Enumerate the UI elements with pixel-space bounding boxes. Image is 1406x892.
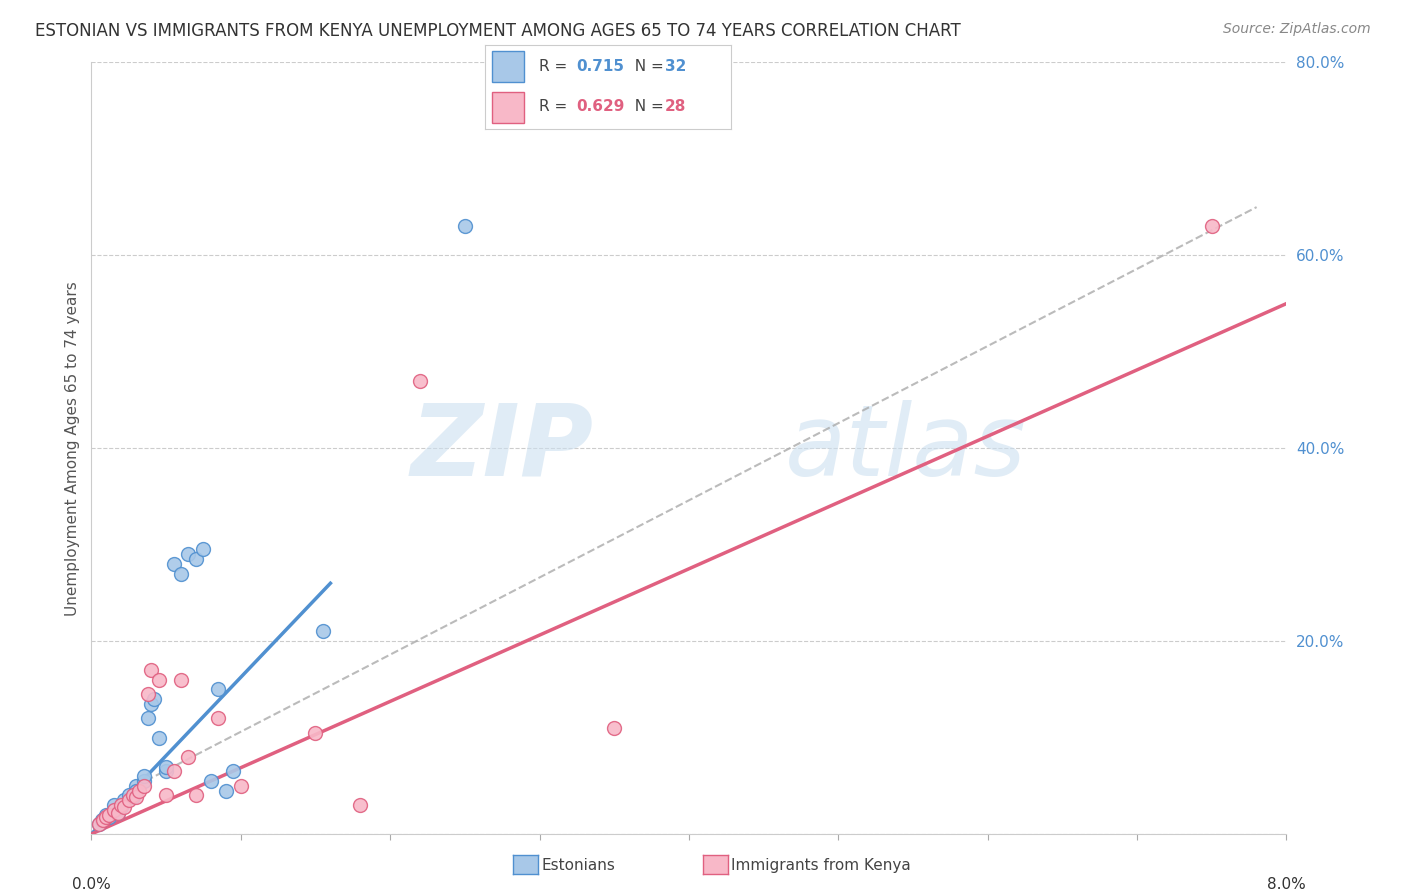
Point [170,673,193,687]
Point [155,789,177,803]
Point [103,798,125,813]
Point [207,682,229,697]
Text: 0.715: 0.715 [576,59,624,74]
Point [349,798,371,813]
Text: N =: N = [626,59,669,74]
Point [107,805,129,820]
Point [170,566,193,581]
Point [125,779,148,793]
Point [155,759,177,773]
Point [118,789,141,803]
Point [122,790,145,805]
Point [103,803,125,817]
Text: ZIP: ZIP [411,400,593,497]
Point [193,542,215,557]
Point [304,725,326,739]
Text: Estonians: Estonians [541,858,616,872]
Point [93,813,114,827]
Point [110,798,132,813]
Point [136,711,159,725]
Point [603,721,626,735]
Text: 8.0%: 8.0% [1267,878,1306,892]
Point [125,790,148,805]
Point [141,663,162,677]
Point [143,692,166,706]
Point [132,774,155,789]
Point [222,764,245,779]
Point [98,807,121,822]
Point [96,807,118,822]
Text: atlas: atlas [785,400,1026,497]
Text: R =: R = [538,59,572,74]
Point [118,793,141,807]
Text: Immigrants from Kenya: Immigrants from Kenya [731,858,911,872]
Point [132,779,155,793]
Text: Source: ZipAtlas.com: Source: ZipAtlas.com [1223,22,1371,37]
Point [177,749,200,764]
Point [1201,219,1223,234]
Point [207,711,229,725]
Point [155,764,177,779]
Point [162,764,184,779]
Text: ESTONIAN VS IMMIGRANTS FROM KENYA UNEMPLOYMENT AMONG AGES 65 TO 74 YEARS CORRELA: ESTONIAN VS IMMIGRANTS FROM KENYA UNEMPL… [35,22,960,40]
Text: 28: 28 [665,99,686,114]
Point [162,557,184,571]
Point [98,810,121,824]
Y-axis label: Unemployment Among Ages 65 to 74 years: Unemployment Among Ages 65 to 74 years [65,281,80,615]
Point [229,779,252,793]
Text: 0.0%: 0.0% [72,878,111,892]
Text: 32: 32 [665,59,686,74]
Point [312,624,335,639]
Point [148,731,170,745]
Point [454,219,477,234]
Point [96,810,118,824]
Point [215,783,238,797]
Point [200,774,222,789]
FancyBboxPatch shape [492,92,524,122]
Point [409,374,432,388]
Point [125,783,148,797]
Point [148,673,170,687]
Point [103,803,125,817]
Text: N =: N = [626,99,669,114]
Point [136,687,159,701]
FancyBboxPatch shape [492,52,524,82]
Point [87,817,110,831]
Point [90,813,112,827]
Point [110,800,132,814]
Text: 0.629: 0.629 [576,99,624,114]
Text: R =: R = [538,99,572,114]
Point [112,800,135,814]
Point [184,552,207,566]
Point [184,789,207,803]
Point [122,789,145,803]
Point [141,697,162,711]
Point [132,769,155,783]
Point [87,817,110,831]
Point [107,805,129,820]
Point [112,793,135,807]
Point [177,547,200,561]
Point [128,783,150,797]
